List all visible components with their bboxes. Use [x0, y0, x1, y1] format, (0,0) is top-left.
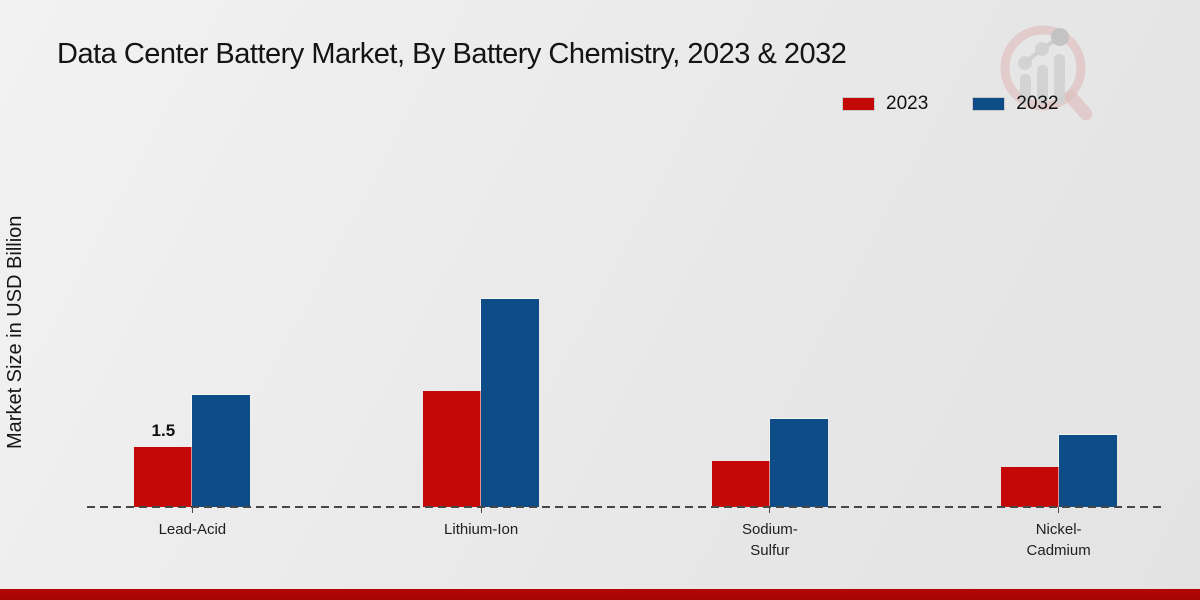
category-label: Lead-Acid: [158, 521, 227, 538]
trend-dots-icon: [1018, 28, 1069, 70]
axis-tick: [480, 507, 482, 513]
category-cell-1: Lithium-Ion: [337, 507, 626, 561]
bar-2023-0: 1.5: [134, 421, 193, 507]
chart-title: Data Center Battery Market, By Battery C…: [57, 38, 847, 70]
bar-group-0: 1.5: [48, 0, 337, 507]
footer-accent-bar: [0, 589, 1200, 600]
legend-swatch-2023: [842, 97, 875, 111]
bar-group-1: [337, 0, 626, 507]
bar-group-2: [626, 0, 915, 507]
category-cell-2: Sodium- Sulfur: [626, 507, 915, 561]
category-cell-0: Lead-Acid: [48, 507, 337, 561]
magnifier-ring-icon: [1000, 25, 1086, 111]
category-label: Sodium- Sulfur: [741, 521, 798, 559]
axis-tick: [1058, 507, 1060, 513]
category-label: Lithium-Ion: [444, 521, 519, 538]
bar-2032-1: [481, 299, 540, 507]
bar-2023-3: [1000, 467, 1059, 507]
category-cell-3: Nickel- Cadmium: [914, 507, 1200, 561]
category-labels-row: Lead-Acid Lithium-Ion Sodium- Sulfur Nickel…: [48, 507, 1200, 561]
bar-2023-1: [423, 391, 482, 507]
bar-2032-0: [192, 395, 251, 507]
category-label: Nickel- Cadmium: [1026, 521, 1091, 559]
axis-tick: [191, 507, 193, 513]
axis-tick: [769, 507, 771, 513]
legend-label-2023: 2023: [886, 93, 929, 114]
legend: 2023 2032: [842, 93, 1059, 115]
x-axis-baseline: [87, 506, 1164, 508]
legend-swatch-2032: [972, 97, 1006, 111]
legend-label-2032: 2032: [1016, 93, 1059, 114]
magnifier-handle-icon: [1064, 90, 1092, 120]
bar-group-3: [914, 0, 1200, 507]
bar-2032-3: [1058, 435, 1117, 507]
bar-2023-2: [711, 461, 770, 507]
bar-value-label: 1.5: [151, 421, 176, 440]
legend-item-2032: 2032: [972, 93, 1059, 115]
bar-2032-2: [769, 419, 828, 507]
legend-item-2023: 2023: [842, 93, 928, 115]
chart-bars-icon: [1020, 54, 1065, 104]
brand-watermark-logo: [1000, 25, 1092, 120]
bar-groups: 1.5: [48, 0, 1200, 507]
